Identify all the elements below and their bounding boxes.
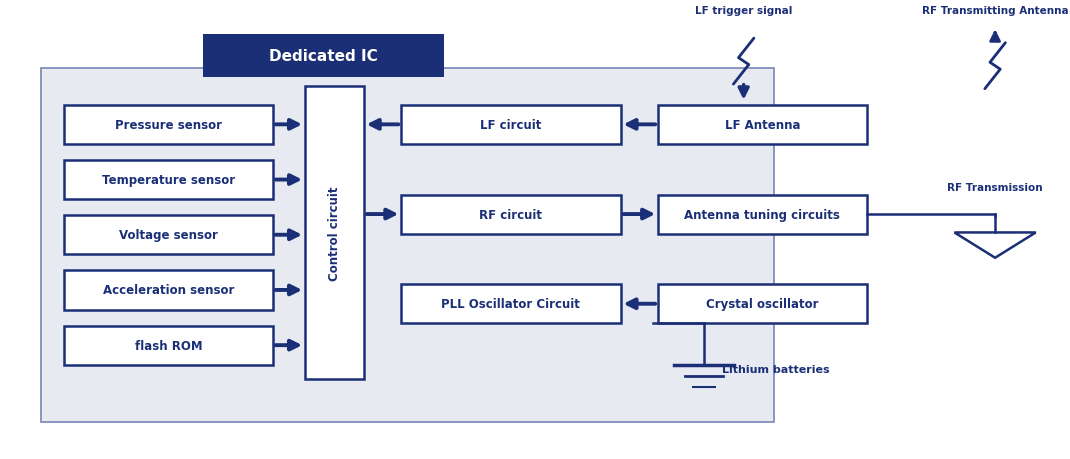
FancyBboxPatch shape: [658, 285, 867, 324]
FancyBboxPatch shape: [658, 195, 867, 234]
Text: Antenna tuning circuits: Antenna tuning circuits: [685, 208, 840, 221]
Text: flash ROM: flash ROM: [135, 339, 202, 352]
FancyBboxPatch shape: [305, 87, 364, 379]
FancyBboxPatch shape: [401, 195, 621, 234]
FancyBboxPatch shape: [401, 285, 621, 324]
FancyBboxPatch shape: [203, 34, 444, 78]
Text: Acceleration sensor: Acceleration sensor: [103, 284, 234, 297]
FancyBboxPatch shape: [41, 69, 774, 422]
Text: Control circuit: Control circuit: [327, 186, 341, 280]
Text: RF Transmitting Antenna: RF Transmitting Antenna: [921, 6, 1069, 17]
FancyBboxPatch shape: [64, 271, 273, 310]
Text: LF Antenna: LF Antenna: [724, 118, 800, 132]
FancyBboxPatch shape: [64, 326, 273, 365]
Text: LF trigger signal: LF trigger signal: [694, 6, 793, 17]
FancyBboxPatch shape: [658, 106, 867, 145]
Text: RF Transmission: RF Transmission: [947, 183, 1043, 193]
Text: Voltage sensor: Voltage sensor: [119, 229, 218, 242]
FancyBboxPatch shape: [401, 106, 621, 145]
Text: Dedicated IC: Dedicated IC: [270, 49, 378, 64]
Text: LF circuit: LF circuit: [480, 118, 541, 132]
Text: Lithium batteries: Lithium batteries: [722, 364, 830, 375]
Text: Temperature sensor: Temperature sensor: [102, 174, 235, 187]
Text: RF circuit: RF circuit: [479, 208, 542, 221]
Text: Crystal oscillator: Crystal oscillator: [706, 297, 819, 311]
FancyBboxPatch shape: [64, 216, 273, 255]
FancyBboxPatch shape: [64, 161, 273, 200]
Text: PLL Oscillator Circuit: PLL Oscillator Circuit: [442, 297, 580, 311]
Text: Pressure sensor: Pressure sensor: [116, 118, 223, 132]
FancyBboxPatch shape: [64, 106, 273, 145]
